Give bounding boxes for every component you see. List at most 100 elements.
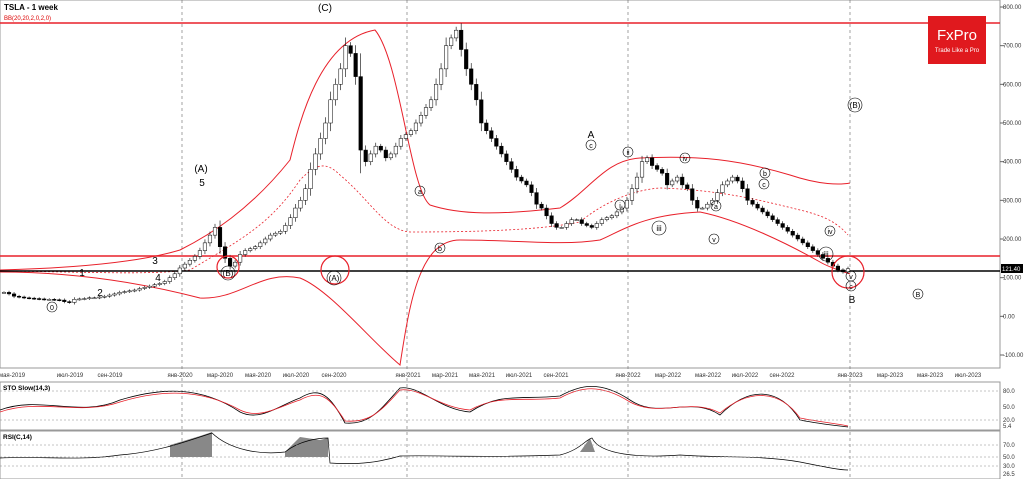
- wave-label: i: [619, 203, 621, 210]
- candle-body: [740, 180, 745, 189]
- candle-body: [298, 200, 303, 209]
- candle-body: [599, 219, 604, 224]
- candle-body: [795, 234, 800, 240]
- candle-body: [127, 290, 132, 293]
- y-tick-label: 0.00: [1003, 314, 1015, 320]
- candle-body: [238, 254, 243, 263]
- candle-body: [167, 277, 172, 282]
- x-tick-label: янв-2020: [167, 373, 193, 379]
- candle-body: [509, 161, 514, 170]
- candle-body: [418, 115, 424, 124]
- candle-body: [132, 289, 137, 292]
- candle-body: [278, 231, 283, 234]
- candle-body: [187, 260, 192, 265]
- candle-body: [388, 153, 393, 159]
- candle-body: [107, 294, 112, 297]
- candle-body: [87, 297, 92, 300]
- y-tick-label: 500.00: [1003, 121, 1022, 127]
- candle-body: [454, 29, 459, 39]
- candle-body: [695, 200, 700, 209]
- bb-lower: [0, 211, 851, 366]
- wave-label: 1: [79, 268, 85, 279]
- candle-body: [162, 281, 167, 284]
- wave-label: 3: [152, 256, 158, 267]
- candle-body: [122, 291, 127, 293]
- candle-body: [177, 267, 182, 275]
- candle-body: [559, 227, 564, 229]
- wave-label: B: [849, 295, 856, 306]
- candle-body: [112, 293, 117, 296]
- y-tick-label: 700.00: [1003, 44, 1022, 50]
- rsi-axis: 70.0 50.0 30.0 26.5: [1003, 443, 1015, 478]
- candle-body: [368, 153, 373, 162]
- wave-label-ring: [679, 152, 691, 164]
- candle-body: [835, 265, 841, 271]
- logo-tagline: Trade Like a Pro: [935, 48, 980, 54]
- rsi-tick-label: 30.0: [1003, 464, 1015, 470]
- wave-label: c: [589, 143, 593, 150]
- candle-body: [670, 180, 675, 186]
- wave-label: v: [849, 274, 853, 281]
- sto-tick-label: 50.0: [1003, 405, 1015, 411]
- candle-body: [745, 188, 750, 201]
- x-tick-label: мая-2020: [245, 373, 272, 379]
- candle-body: [644, 157, 650, 162]
- candle-body: [624, 200, 630, 209]
- candle-body: [147, 285, 152, 288]
- y-tick-label: 300.00: [1003, 198, 1022, 204]
- bb-middle: [0, 165, 849, 274]
- candle-body: [810, 246, 815, 251]
- wave-label: 0: [50, 305, 54, 312]
- wave-label-ring: [434, 242, 446, 254]
- candle-body: [293, 207, 298, 218]
- wave-label-ring: [912, 288, 924, 300]
- candle-body: [268, 234, 273, 240]
- candle-body: [142, 287, 147, 289]
- candle-body: [408, 130, 413, 135]
- candle-body: [67, 301, 72, 303]
- wave-label-ring: [759, 167, 771, 179]
- candle-body: [92, 297, 97, 300]
- x-tick-label: янв-2022: [615, 373, 641, 379]
- candle-body: [207, 234, 213, 244]
- wave-label-ring: [758, 178, 770, 190]
- candle-body: [1, 292, 7, 294]
- wave-label: (B): [850, 101, 861, 110]
- wave-label-ring: [326, 270, 342, 286]
- candle-body: [258, 242, 263, 247]
- x-tick-label: июл-2020: [283, 373, 310, 379]
- candle-body: [363, 149, 368, 162]
- candle-body: [609, 215, 614, 218]
- wave-label: 5: [199, 178, 205, 189]
- y-tick-label: -100.00: [1003, 353, 1024, 359]
- candle-body: [474, 84, 479, 101]
- rsi-fill: [170, 432, 595, 457]
- x-tick-label: мар-2021: [432, 373, 459, 379]
- wave-label: 4: [155, 273, 161, 284]
- bb-upper: [0, 29, 851, 271]
- candle-body: [539, 203, 544, 209]
- candle-body: [675, 176, 680, 182]
- candle-body: [333, 84, 338, 101]
- y-tick-label: 800.00: [1003, 5, 1022, 11]
- x-tick-label: мая-2019: [0, 373, 26, 379]
- candle-body: [655, 165, 660, 170]
- x-tick-label: мар-2023: [877, 373, 904, 379]
- wave-label-ring: [651, 220, 667, 236]
- wave-label-ring: [614, 199, 626, 211]
- candle-body: [228, 258, 233, 267]
- candle-body: [157, 283, 162, 285]
- candle-body: [253, 246, 258, 249]
- candle-body: [790, 231, 795, 236]
- candle-body: [117, 292, 122, 295]
- candle-body: [343, 45, 348, 70]
- candle-body: [549, 215, 554, 224]
- x-axis: мая-2019 июл-2019 сен-2019 янв-2020 мар-2020…: [0, 373, 982, 379]
- x-tick-label: сен-2019: [98, 373, 124, 379]
- wave-label: iii: [656, 224, 662, 233]
- wave-label: b: [438, 246, 442, 253]
- candle-body: [82, 298, 87, 300]
- candle-body: [544, 207, 549, 217]
- candle-body: [22, 296, 27, 299]
- candle-body: [318, 138, 323, 155]
